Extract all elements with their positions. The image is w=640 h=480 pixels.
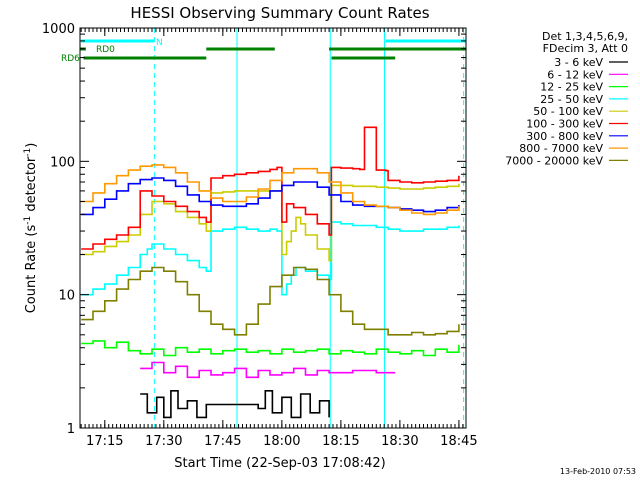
- legend-header-0: Det 1,3,4,5,6,9,: [542, 30, 628, 43]
- x-tick-label-0: 17:15: [86, 434, 123, 449]
- y-axis-title: Count Rate (s-1 detector-1): [23, 143, 39, 314]
- legend-label-1: 6 - 12 keV: [547, 68, 603, 81]
- series-line-1: [140, 361, 396, 379]
- status-label-n: N: [156, 38, 163, 48]
- legend-label-5: 100 - 300 keV: [526, 118, 603, 131]
- series-line-2: [81, 340, 460, 357]
- status-label-rd6: RD6: [61, 54, 80, 64]
- y-tick-label-2: 100: [50, 155, 75, 170]
- legend-label-0: 3 - 6 keV: [554, 56, 603, 69]
- x-tick-label-2: 17:45: [204, 434, 241, 449]
- series-layer: [81, 126, 460, 419]
- y-tick-label-0: 1: [67, 422, 75, 437]
- x-tick-label-6: 18:45: [440, 434, 477, 449]
- y-tick-label-1: 10: [58, 289, 75, 304]
- legend-label-7: 800 - 7000 keV: [519, 142, 603, 155]
- legend-label-8: 7000 - 20000 keV: [505, 154, 603, 167]
- legend-label-2: 12 - 25 keV: [540, 81, 603, 94]
- plot-frame: [79, 27, 467, 429]
- legend-label-6: 300 - 800 keV: [526, 130, 603, 143]
- footer-date: 13-Feb-2010 07:53: [560, 467, 636, 476]
- legend-label-4: 50 - 100 keV: [533, 105, 603, 118]
- status-bars: N RD0 RD6: [61, 38, 466, 64]
- x-axis-title: Start Time (22-Sep-03 17:08:42): [174, 456, 385, 471]
- legend-header-1: FDecim 3, Att 0: [543, 42, 628, 55]
- y-tick-label-3: 1000: [42, 22, 75, 37]
- status-label-rd0: RD0: [96, 45, 115, 55]
- series-line-8: [81, 266, 460, 336]
- series-line-3: [81, 221, 460, 296]
- axes: 17:15 17:30 17:45 18:00 18:15 18:30 18:45 1 10 10…: [42, 22, 478, 449]
- legend: Det 1,3,4,5,6,9,FDecim 3, Att 03 - 6 keV…: [505, 30, 628, 167]
- x-tick-label-1: 17:30: [145, 434, 182, 449]
- series-line-5: [81, 126, 460, 250]
- series-line-0: [140, 390, 330, 419]
- chart-title: HESSI Observing Summary Count Rates: [130, 4, 429, 22]
- series-line-7: [81, 164, 460, 216]
- series-line-4: [81, 183, 460, 262]
- x-tick-label-3: 18:00: [263, 434, 300, 449]
- x-tick-label-5: 18:30: [381, 434, 418, 449]
- x-tick-label-4: 18:15: [322, 434, 359, 449]
- legend-label-3: 25 - 50 keV: [540, 93, 603, 106]
